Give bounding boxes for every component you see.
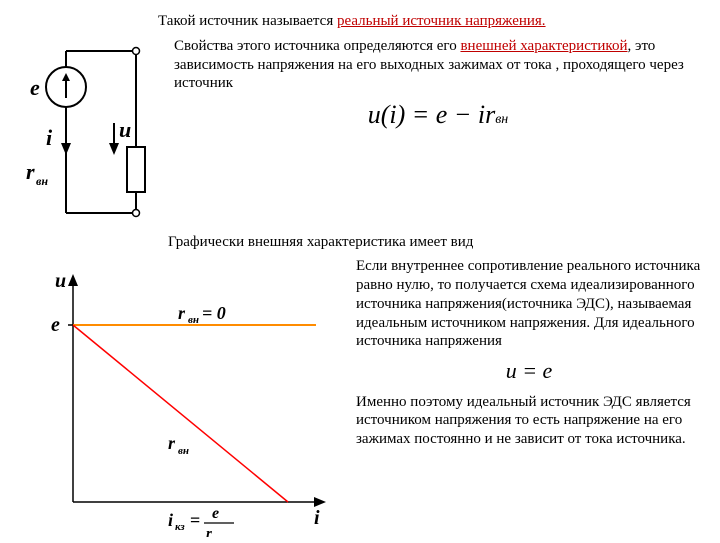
- text-column-1: Свойства этого источника определяются ег…: [168, 37, 702, 233]
- para1-a: Свойства этого источника определяются ег…: [174, 38, 460, 54]
- svg-text:вн: вн: [178, 445, 189, 457]
- equation-1: u(i) = e − irвн: [174, 99, 702, 132]
- svg-text:вн: вн: [188, 314, 199, 326]
- graph: ueirвн = 0rвнiкз=erвн: [18, 257, 348, 543]
- paragraph-2: Если внутреннее сопротивление реального …: [356, 257, 702, 351]
- svg-text:r: r: [178, 303, 186, 323]
- eq1-main: u(i) = e − ir: [368, 100, 496, 129]
- title: Такой источник называется реальный источ…: [158, 12, 702, 31]
- circuit-diagram: ei u rвн: [18, 37, 168, 233]
- eq1-sub: вн: [495, 112, 508, 127]
- svg-text:e: e: [212, 505, 219, 522]
- svg-text:i: i: [168, 510, 173, 530]
- svg-text:r: r: [206, 526, 212, 537]
- row-circuit-text: eiurвн Свойства этого источника определя…: [18, 37, 702, 233]
- text-column-2: Если внутреннее сопротивление реального …: [348, 257, 702, 543]
- svg-text:e: e: [30, 75, 40, 100]
- svg-text:= 0: = 0: [202, 303, 226, 323]
- row-graph-text: ueirвн = 0rвнiкз=erвн Если внутреннее со…: [18, 257, 702, 543]
- mid-sentence: Графически внешняя характеристика имеет …: [168, 233, 702, 252]
- paragraph-1: Свойства этого источника определяются ег…: [174, 37, 702, 93]
- svg-text:r: r: [26, 159, 35, 184]
- svg-text:u: u: [55, 270, 66, 292]
- title-highlight: реальный источник напряжения.: [337, 13, 546, 29]
- title-plain: Такой источник называется: [158, 13, 337, 29]
- paragraph-3: Именно поэтому идеальный источник ЭДС яв…: [356, 393, 702, 449]
- para1-b: внешней характеристикой: [460, 38, 627, 54]
- svg-text:=: =: [190, 510, 200, 530]
- svg-text:u: u: [119, 117, 131, 142]
- svg-text:r: r: [168, 433, 176, 453]
- svg-text:кз: кз: [175, 521, 185, 533]
- svg-text:вн: вн: [36, 174, 48, 188]
- equation-2: u = e: [356, 357, 702, 385]
- svg-text:i: i: [314, 507, 320, 529]
- svg-text:e: e: [51, 314, 60, 336]
- svg-text:вн: вн: [215, 533, 226, 537]
- svg-text:i: i: [46, 125, 53, 150]
